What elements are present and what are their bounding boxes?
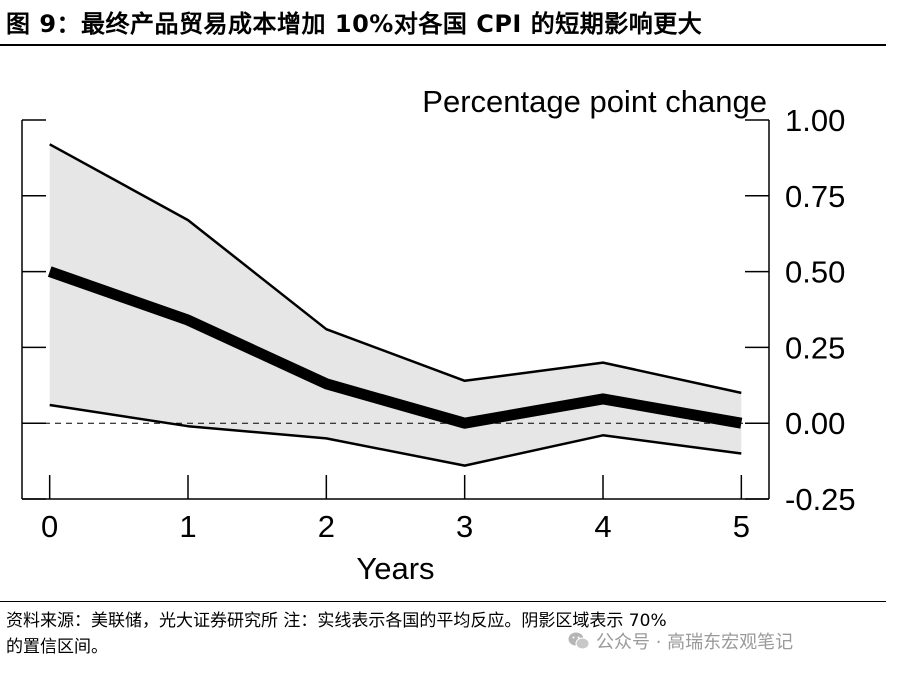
upper-bound-line <box>49 143 742 395</box>
figure-title: 图 9：最终产品贸易成本增加 10%对各国 CPI 的短期影响更大 <box>6 10 703 38</box>
axes-layer <box>21 119 770 500</box>
confidence-band <box>49 144 742 466</box>
watermark-text: 公众号 · 高瑞东宏观笔记 <box>596 632 794 653</box>
y-tick-label: 0.25 <box>785 330 845 365</box>
y-tick-label: 0.50 <box>785 255 845 290</box>
x-tick-label: 5 <box>733 509 750 544</box>
watermark: 公众号 · 高瑞东宏观笔记 <box>568 628 793 654</box>
lower-bound-line <box>49 403 742 467</box>
line-chart: 1.00 0.75 0.50 0.25 0.00 -0.25 0 1 2 3 4 5 Percentag… <box>21 84 856 586</box>
source-line-2: 的置信区间。 <box>6 637 108 657</box>
title-rule <box>0 44 886 46</box>
x-axis-label: Years <box>356 551 434 586</box>
source-note: 资料来源：美联储，光大证券研究所 注：实线表示各国的平均反应。阴影区域表示 70… <box>6 608 886 660</box>
y-tick-label: -0.25 <box>785 482 856 517</box>
source-line-1: 资料来源：美联储，光大证券研究所 注：实线表示各国的平均反应。阴影区域表示 70… <box>6 611 667 631</box>
y-tick-label: 1.00 <box>785 103 845 138</box>
x-tick-label: 3 <box>456 509 473 544</box>
wechat-icon <box>568 632 590 650</box>
y-tick-label: 0.75 <box>785 179 845 214</box>
x-tick-label: 0 <box>41 509 58 544</box>
x-tick-label: 4 <box>594 509 611 544</box>
y-tick-label: 0.00 <box>785 406 845 441</box>
series-layer <box>47 143 743 467</box>
y-axis-label: Percentage point change <box>422 84 767 119</box>
average-response-line <box>47 266 743 429</box>
confidence-band-layer <box>49 144 742 466</box>
footer-rule <box>0 601 886 602</box>
labels-layer: 1.00 0.75 0.50 0.25 0.00 -0.25 0 1 2 3 4 5 Percentag… <box>41 84 856 586</box>
x-tick-label: 1 <box>179 509 196 544</box>
x-tick-label: 2 <box>318 509 335 544</box>
